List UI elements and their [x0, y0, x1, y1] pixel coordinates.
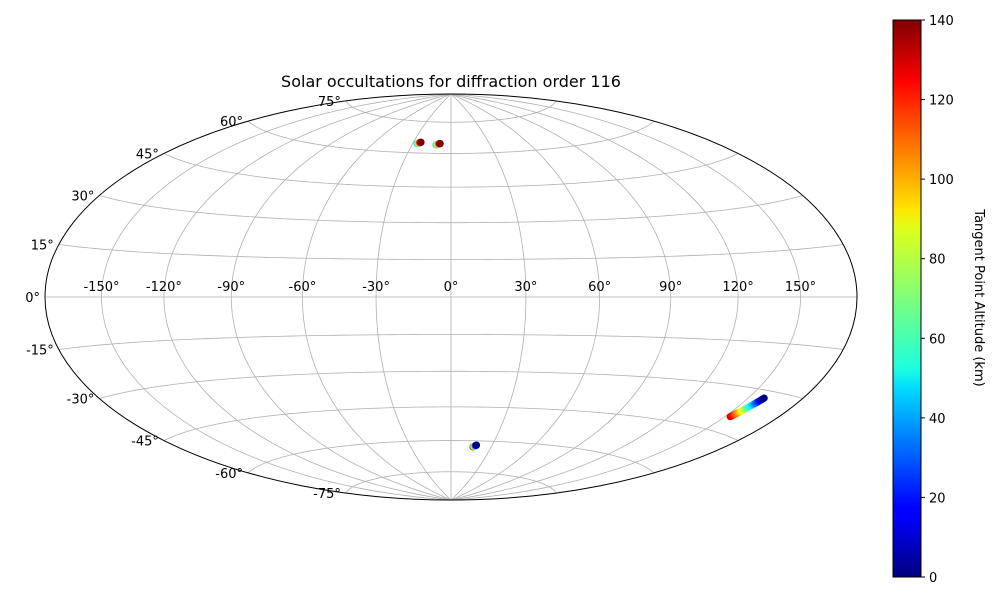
- longitude-tick-label: 60°: [588, 280, 611, 295]
- latitude-tick-label: -15°: [26, 344, 54, 359]
- longitude-tick-label: 120°: [722, 280, 753, 295]
- map-grid: [45, 94, 857, 500]
- latitude-tick-label: -75°: [313, 487, 341, 502]
- colorbar-tick-label: 120: [929, 94, 954, 109]
- parallel-line: [345, 100, 557, 123]
- occultation-point: [760, 394, 768, 402]
- latitude-tick-label: 75°: [318, 95, 341, 110]
- longitude-tick-label: -150°: [83, 280, 119, 295]
- chart-title: Solar occultations for diffraction order…: [281, 72, 621, 91]
- latitude-tick-label: -45°: [131, 435, 159, 450]
- colorbar: [892, 19, 922, 578]
- latitude-tick-label: -30°: [67, 393, 95, 408]
- longitude-tick-label: -120°: [146, 280, 182, 295]
- parallel-line: [99, 370, 803, 399]
- parallel-line: [247, 440, 655, 474]
- parallel-line: [345, 471, 557, 494]
- latitude-tick-label: 45°: [136, 148, 159, 163]
- colorbar-tick-label: 0: [929, 571, 937, 586]
- occultation-points: [413, 138, 768, 451]
- colorbar-ticks: 0 20 40 60 80 100 120 140: [921, 14, 954, 586]
- colorbar-tick-label: 140: [929, 14, 954, 29]
- latitude-tick-label: 60°: [220, 115, 243, 130]
- parallel-line: [58, 244, 844, 260]
- longitude-tick-labels: -150° -120° -90° -60° -30° 0° 30° 60° 90° 120° 150…: [83, 280, 816, 295]
- occultation-point: [472, 441, 481, 449]
- longitude-tick-label: 90°: [659, 280, 682, 295]
- latitude-tick-label: 30°: [71, 190, 94, 205]
- parallel-line: [99, 195, 803, 224]
- longitude-tick-label: 30°: [514, 280, 537, 295]
- occultation-point: [417, 138, 425, 146]
- parallel-line: [247, 120, 655, 154]
- latitude-tick-labels: -75° -60° -45° -30° -15° 0° 15° 30° 45° 60° 75°: [25, 95, 341, 502]
- colorbar-tick-label: 60: [929, 332, 946, 347]
- longitude-tick-label: -60°: [289, 280, 317, 295]
- colorbar-label: Tangent Point Altitude (km): [971, 208, 986, 386]
- longitude-tick-label: -90°: [217, 280, 245, 295]
- parallel-line: [58, 334, 844, 350]
- longitude-tick-label: -30°: [362, 280, 390, 295]
- latitude-tick-label: 0°: [25, 291, 40, 306]
- parallel-line: [163, 153, 739, 188]
- longitude-tick-label: 150°: [785, 280, 816, 295]
- parallel-line: [163, 406, 739, 441]
- occultation-point: [436, 139, 444, 148]
- latitude-tick-label: -60°: [215, 467, 243, 482]
- map-outline: [44, 93, 858, 501]
- latitude-tick-label: 15°: [31, 239, 54, 254]
- colorbar-tick-label: 80: [929, 253, 946, 268]
- colorbar-tick-label: 40: [929, 412, 946, 427]
- longitude-tick-label: 0°: [444, 280, 459, 295]
- colorbar-tick-label: 20: [929, 491, 946, 506]
- colorbar-tick-label: 100: [929, 173, 954, 188]
